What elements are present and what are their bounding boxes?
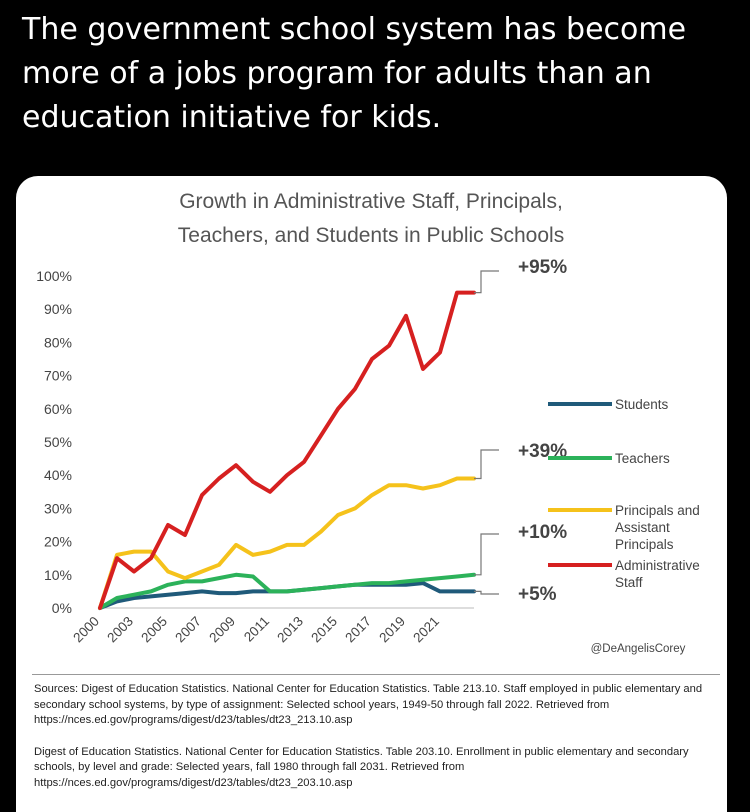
legend-label-line: Administrative xyxy=(615,558,700,573)
post-headline: The government school system has become … xyxy=(22,12,687,135)
x-tick-label: 2000 xyxy=(70,614,102,646)
legend-label: Students xyxy=(615,397,669,412)
series-line-principals-and-assistant-principals xyxy=(98,476,476,610)
y-tick-label: 20% xyxy=(44,534,72,550)
legend-label-line: Teachers xyxy=(615,451,670,466)
source-citation-1: Sources: Digest of Education Statistics.… xyxy=(34,683,703,726)
chart-credit: @DeAngelisCorey xyxy=(591,643,686,655)
x-tick-label: 2003 xyxy=(104,614,136,646)
legend-label-line: Students xyxy=(615,397,669,412)
chart-card: Growth in Administrative Staff, Principa… xyxy=(16,176,727,812)
series-line-administrative-staff xyxy=(98,290,476,610)
y-tick-label: 90% xyxy=(44,301,72,317)
legend-label-line: Principals and xyxy=(615,503,700,518)
x-tick-label: 2013 xyxy=(274,614,306,646)
annotation-leader-line xyxy=(474,590,499,595)
y-tick-label: 70% xyxy=(44,368,72,384)
annotation-leader-line xyxy=(474,270,499,294)
annotation-leader-line xyxy=(474,533,499,576)
line-chart: Growth in Administrative Staff, Principa… xyxy=(36,190,700,655)
legend-label-line: Staff xyxy=(615,575,643,590)
x-tick-label: 2021 xyxy=(410,614,442,646)
chart-title-line: Teachers, and Students in Public Schools xyxy=(178,224,564,247)
series-line-teachers xyxy=(98,572,476,610)
y-tick-label: 40% xyxy=(44,467,72,483)
legend-label: Teachers xyxy=(615,451,670,466)
legend-label-line: Assistant xyxy=(615,520,670,535)
annotation-label: +95% xyxy=(518,257,567,278)
x-tick-label: 2011 xyxy=(241,614,272,645)
y-tick-label: 30% xyxy=(44,500,72,516)
annotation-label: +10% xyxy=(518,522,567,543)
y-tick-label: 80% xyxy=(44,334,72,350)
x-tick-label: 2017 xyxy=(342,614,374,646)
y-tick-label: 10% xyxy=(44,567,72,583)
annotation-leader-line xyxy=(474,449,499,480)
legend-label-line: Principals xyxy=(615,537,674,552)
series-line-students xyxy=(98,581,476,610)
y-tick-label: 100% xyxy=(36,268,72,284)
legend-label: Principals and Assistant Principals xyxy=(615,503,700,552)
x-tick-label: 2005 xyxy=(138,614,170,646)
source-citation-2: Digest of Education Statistics. National… xyxy=(34,745,689,789)
x-tick-label: 2019 xyxy=(376,614,408,646)
y-tick-label: 50% xyxy=(44,434,72,450)
legend-label: Administrative Staff xyxy=(615,558,700,590)
sources-divider xyxy=(32,674,720,675)
x-tick-label: 2009 xyxy=(206,614,238,646)
x-tick-label: 2015 xyxy=(308,614,340,646)
chart-title-line: Growth in Administrative Staff, Principa… xyxy=(179,190,563,213)
sources-block: Sources: Digest of Education Statistics.… xyxy=(34,682,714,791)
y-tick-label: 60% xyxy=(44,401,72,417)
x-tick-label: 2007 xyxy=(172,614,204,646)
annotation-label: +5% xyxy=(518,584,557,605)
y-tick-label: 0% xyxy=(52,600,72,616)
